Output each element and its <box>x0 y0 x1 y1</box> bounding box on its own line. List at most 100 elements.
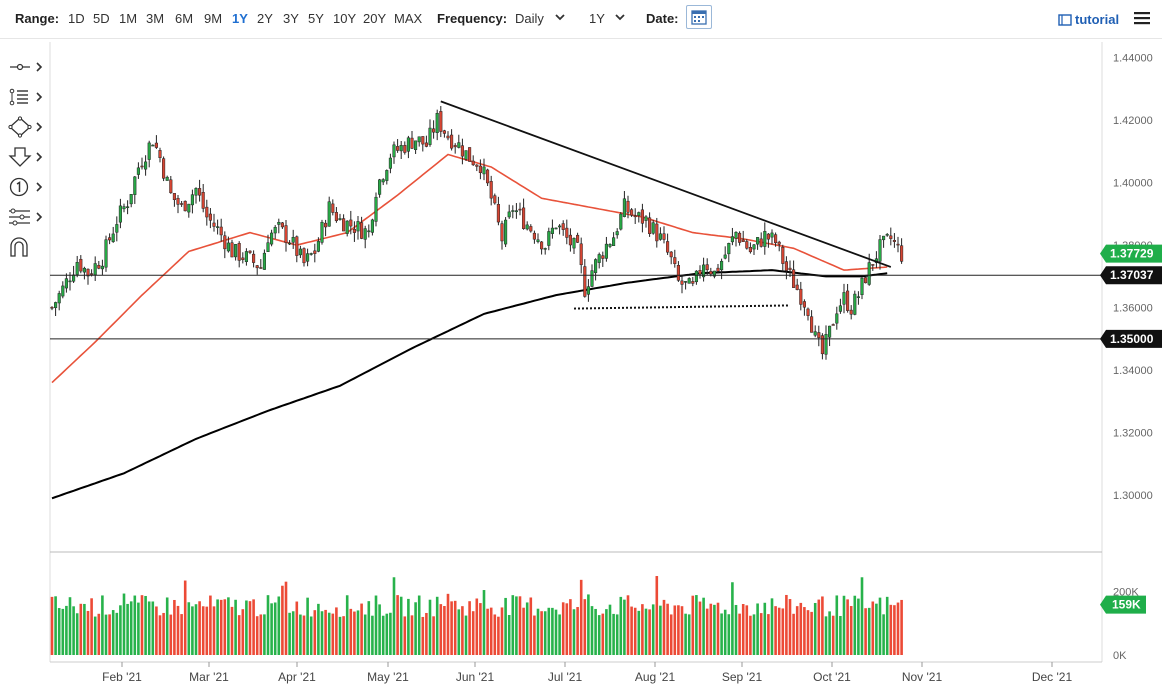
volume-bar <box>313 610 317 655</box>
candle-body <box>126 206 130 208</box>
candle-body <box>568 234 572 246</box>
volume-bar <box>572 609 576 655</box>
candle-body <box>838 305 842 312</box>
candle-body <box>572 237 576 249</box>
candle-body <box>810 316 814 333</box>
volume-bar <box>381 615 385 655</box>
candle-body <box>118 205 122 223</box>
candle-body <box>651 222 655 234</box>
candle-body <box>601 255 605 259</box>
range-20y[interactable]: 20Y <box>363 11 387 26</box>
volume-bar <box>882 614 885 655</box>
candle-body <box>522 207 526 229</box>
candle-body <box>259 267 263 269</box>
range-6m[interactable]: 6M <box>175 11 194 26</box>
support-line[interactable] <box>573 304 791 310</box>
volume-bar <box>529 597 533 655</box>
candle-body <box>442 130 446 134</box>
volume-bar <box>360 603 363 655</box>
arrow-icon[interactable] <box>6 146 46 168</box>
candle-body <box>140 165 144 168</box>
volume-bar <box>97 613 101 655</box>
candle-body <box>554 227 558 230</box>
volume-bar <box>630 606 633 655</box>
chevron-down-icon[interactable] <box>553 10 567 24</box>
hamburger-menu-icon[interactable] <box>1134 11 1150 25</box>
candle-body <box>133 176 137 195</box>
range-2y[interactable]: 2Y <box>257 11 273 26</box>
volume-bar <box>252 599 255 655</box>
range-3y[interactable]: 3Y <box>283 11 299 26</box>
range-5y[interactable]: 5Y <box>308 11 324 26</box>
calendar-button[interactable] <box>686 5 712 29</box>
volume-bar <box>749 615 752 655</box>
candle-body <box>342 218 346 232</box>
candle-body <box>820 335 824 355</box>
annotation-icon[interactable] <box>6 176 46 198</box>
volume-bar <box>425 612 428 655</box>
candle-body <box>471 160 475 166</box>
volume-bar <box>738 613 741 655</box>
toolbar: Range: 1D 5D 1M 3M 6M 9M 1Y 2Y 3Y 5Y 10Y… <box>0 0 1162 38</box>
volume-bar <box>713 604 716 655</box>
tutorial-link[interactable]: tutorial <box>1075 12 1120 27</box>
candle-body <box>604 243 608 259</box>
volume-bar <box>684 613 687 655</box>
trend-line[interactable] <box>440 100 892 268</box>
y-tick-label: 1.32000 <box>1113 428 1153 440</box>
last-price-badge-label: 1.37729 <box>1110 247 1154 261</box>
volume-bar <box>259 614 263 655</box>
volume-bar <box>576 607 579 655</box>
volume-bar <box>813 602 817 655</box>
candle-body <box>507 211 511 218</box>
candle-body <box>558 225 562 228</box>
frequency-select[interactable]: Daily <box>515 11 544 26</box>
volume-bar <box>309 616 313 655</box>
volume-bar <box>536 608 540 655</box>
range-5d[interactable]: 5D <box>93 11 110 26</box>
candle-body <box>374 196 378 222</box>
volume-bar <box>248 601 252 655</box>
candle-body <box>489 181 493 199</box>
candle-body <box>856 296 860 298</box>
volume-bar <box>857 598 860 655</box>
volume-bar <box>633 607 637 655</box>
range-1m[interactable]: 1M <box>119 11 138 26</box>
range-max[interactable]: MAX <box>394 11 423 26</box>
volume-bar <box>543 611 547 655</box>
candle-body <box>482 166 486 175</box>
candle-body <box>763 231 767 247</box>
volume-bar <box>803 607 806 655</box>
range-9m[interactable]: 9M <box>204 11 223 26</box>
candle-body <box>716 267 720 272</box>
range-10y[interactable]: 10Y <box>333 11 357 26</box>
volume-bar <box>587 594 590 655</box>
volume-bar <box>191 606 194 655</box>
candle-body <box>630 209 634 216</box>
volume-bar <box>198 601 201 655</box>
tutorial-icon[interactable] <box>1058 14 1072 26</box>
fibonacci-icon[interactable] <box>6 86 46 108</box>
candle-body <box>576 234 580 243</box>
shapes-icon[interactable] <box>6 116 46 138</box>
chevron-down-icon[interactable] <box>613 10 627 24</box>
period-select[interactable]: 1Y <box>589 11 605 26</box>
volume-bar <box>896 602 900 655</box>
range-1y[interactable]: 1Y <box>232 11 248 26</box>
volume-bar <box>468 601 471 655</box>
candle-body <box>457 142 461 148</box>
volume-bar <box>644 608 648 655</box>
candle-body <box>781 246 785 264</box>
volume-bar <box>331 613 335 655</box>
magnet-icon[interactable] <box>6 236 46 258</box>
indicator-icon[interactable] <box>6 206 46 228</box>
candle-body <box>129 194 133 205</box>
candle-body <box>795 284 799 290</box>
candle-body <box>216 226 220 228</box>
crosshair-icon[interactable] <box>6 56 46 78</box>
volume-bar <box>547 607 551 655</box>
range-1d[interactable]: 1D <box>68 11 85 26</box>
candle-body <box>158 150 162 158</box>
range-3m[interactable]: 3M <box>146 11 165 26</box>
